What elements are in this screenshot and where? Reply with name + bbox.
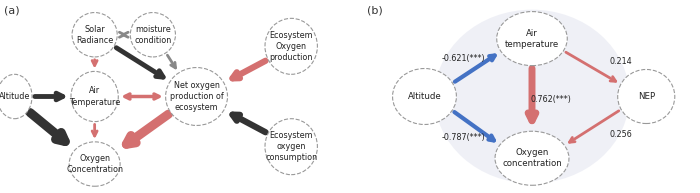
Text: Solar
Radiance: Solar Radiance — [76, 25, 113, 45]
Text: Air
temperature: Air temperature — [505, 29, 559, 49]
Text: NEP: NEP — [638, 92, 655, 101]
Ellipse shape — [130, 13, 176, 57]
Text: -0.787(***): -0.787(***) — [441, 134, 485, 142]
Text: (b): (b) — [368, 6, 383, 16]
Ellipse shape — [0, 74, 32, 119]
Text: 0.214: 0.214 — [610, 57, 632, 66]
Ellipse shape — [617, 69, 675, 124]
Ellipse shape — [495, 131, 569, 185]
Ellipse shape — [166, 68, 228, 125]
Text: Altitude: Altitude — [407, 92, 442, 101]
Text: -0.621(***): -0.621(***) — [441, 54, 485, 63]
Text: Ecosystem
oxygen
consumption: Ecosystem oxygen consumption — [265, 131, 317, 162]
Ellipse shape — [69, 142, 120, 186]
Text: Oxygen
Concentration: Oxygen Concentration — [66, 154, 123, 174]
Ellipse shape — [72, 13, 117, 57]
Text: Oxygen
concentration: Oxygen concentration — [502, 148, 562, 168]
Ellipse shape — [393, 69, 456, 124]
Text: moisture
condition: moisture condition — [134, 25, 172, 45]
Ellipse shape — [265, 18, 317, 74]
Ellipse shape — [497, 12, 567, 66]
Text: Air
Temperature: Air Temperature — [69, 86, 120, 107]
Ellipse shape — [435, 10, 629, 183]
Text: Net oxygen
production of
ecosystem: Net oxygen production of ecosystem — [169, 81, 223, 112]
Text: 0.256: 0.256 — [610, 130, 632, 139]
Text: (a): (a) — [4, 6, 20, 16]
Text: Altitude: Altitude — [0, 92, 30, 101]
Text: 0.762(***): 0.762(***) — [530, 95, 571, 104]
Text: Ecosystem
Oxygen
production: Ecosystem Oxygen production — [270, 31, 313, 62]
Ellipse shape — [71, 71, 118, 122]
Ellipse shape — [265, 119, 317, 175]
